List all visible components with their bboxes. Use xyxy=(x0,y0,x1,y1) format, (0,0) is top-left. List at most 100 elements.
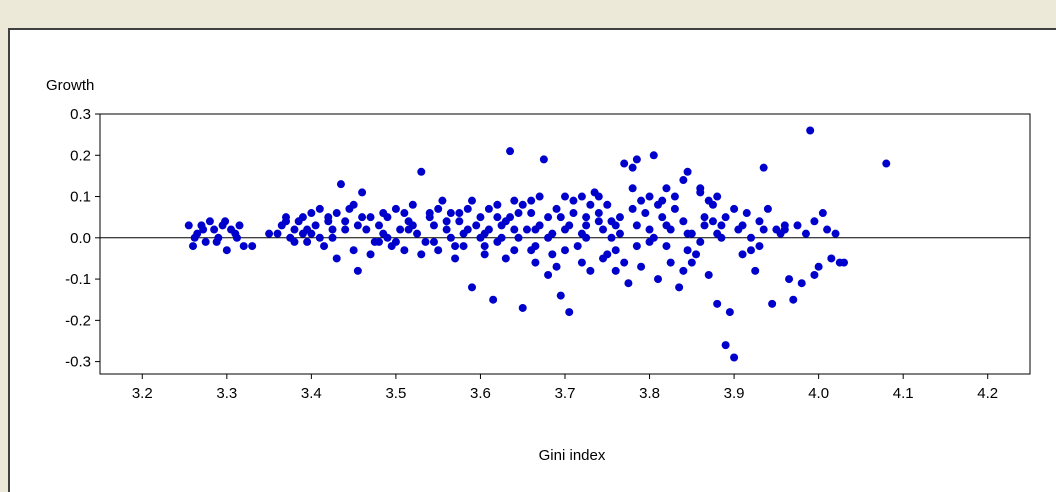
data-point xyxy=(332,209,341,218)
data-point xyxy=(455,209,464,218)
data-point xyxy=(747,246,755,255)
x-tick-label: 3.7 xyxy=(555,385,576,402)
data-point xyxy=(654,275,662,284)
data-point xyxy=(232,233,241,242)
data-point xyxy=(358,188,367,197)
data-point xyxy=(221,217,230,226)
data-point xyxy=(307,229,316,238)
data-point xyxy=(611,246,620,255)
data-point xyxy=(298,213,307,222)
data-point xyxy=(535,192,544,201)
data-point xyxy=(548,250,557,259)
data-point xyxy=(506,147,515,156)
data-point xyxy=(205,217,214,226)
data-point xyxy=(396,225,405,234)
data-point xyxy=(539,155,548,164)
data-point xyxy=(421,237,430,246)
data-point xyxy=(632,221,641,230)
data-point xyxy=(565,308,574,317)
data-point xyxy=(577,229,586,238)
data-point xyxy=(472,221,481,230)
data-point xyxy=(599,225,608,234)
data-point xyxy=(459,242,468,251)
data-point xyxy=(556,291,565,300)
data-point xyxy=(713,299,722,308)
data-point xyxy=(375,221,383,230)
y-tick-label: -0.1 xyxy=(65,271,91,288)
data-point xyxy=(628,163,637,172)
data-point xyxy=(527,246,536,255)
data-point xyxy=(362,225,371,234)
data-point xyxy=(434,204,443,213)
data-point xyxy=(336,180,345,189)
data-point xyxy=(670,192,679,201)
data-point xyxy=(199,225,208,234)
data-point xyxy=(662,242,671,251)
y-tick-label: 0.2 xyxy=(70,147,91,164)
data-point xyxy=(645,225,654,234)
window-left-edge xyxy=(0,28,8,492)
data-point xyxy=(463,225,472,234)
data-point xyxy=(531,225,540,234)
data-point xyxy=(210,225,219,234)
data-point xyxy=(468,283,476,292)
data-point xyxy=(518,200,527,209)
data-point xyxy=(510,196,519,205)
data-point xyxy=(353,221,362,230)
data-point xyxy=(544,233,553,242)
data-point xyxy=(518,303,527,312)
data-point xyxy=(721,341,730,350)
data-point xyxy=(527,209,536,218)
data-point xyxy=(442,225,451,234)
data-point xyxy=(527,196,536,205)
data-point xyxy=(544,270,553,279)
y-tick-label: 0.0 xyxy=(70,230,91,247)
data-point xyxy=(632,155,641,164)
data-point xyxy=(497,221,506,230)
data-point xyxy=(611,266,620,275)
x-tick-label: 3.3 xyxy=(216,385,237,402)
data-point xyxy=(569,196,578,205)
data-point xyxy=(324,217,333,226)
data-point xyxy=(611,221,620,230)
data-point xyxy=(708,217,717,226)
data-point xyxy=(429,237,438,246)
data-point xyxy=(391,237,400,246)
data-point xyxy=(307,209,316,218)
data-point xyxy=(704,196,713,205)
data-point xyxy=(400,246,409,255)
data-point xyxy=(239,242,248,251)
data-point xyxy=(586,266,595,275)
data-point xyxy=(730,353,739,362)
data-point xyxy=(341,217,350,226)
data-point xyxy=(383,213,392,222)
data-point xyxy=(463,204,472,213)
data-point xyxy=(413,229,422,238)
x-tick-label: 4.2 xyxy=(977,385,998,402)
data-point xyxy=(375,237,383,246)
data-point xyxy=(670,204,679,213)
data-point xyxy=(603,250,612,259)
data-point xyxy=(484,204,493,213)
data-point xyxy=(425,209,434,218)
data-point xyxy=(818,209,827,218)
data-point xyxy=(785,275,794,284)
data-point xyxy=(582,221,591,230)
data-point xyxy=(189,242,197,251)
data-point xyxy=(810,270,819,279)
data-point xyxy=(408,221,417,230)
data-point xyxy=(759,225,768,234)
data-point xyxy=(594,192,603,201)
data-point xyxy=(468,196,476,205)
data-point xyxy=(379,229,388,238)
data-point xyxy=(679,266,688,275)
data-point xyxy=(662,184,671,193)
data-point xyxy=(320,242,329,251)
data-point xyxy=(480,242,489,251)
x-tick-label: 4.0 xyxy=(808,385,829,402)
x-axis-label: Gini index xyxy=(539,447,606,464)
data-point xyxy=(501,254,510,263)
data-point xyxy=(565,221,574,230)
data-point xyxy=(632,242,641,251)
data-point xyxy=(446,233,455,242)
